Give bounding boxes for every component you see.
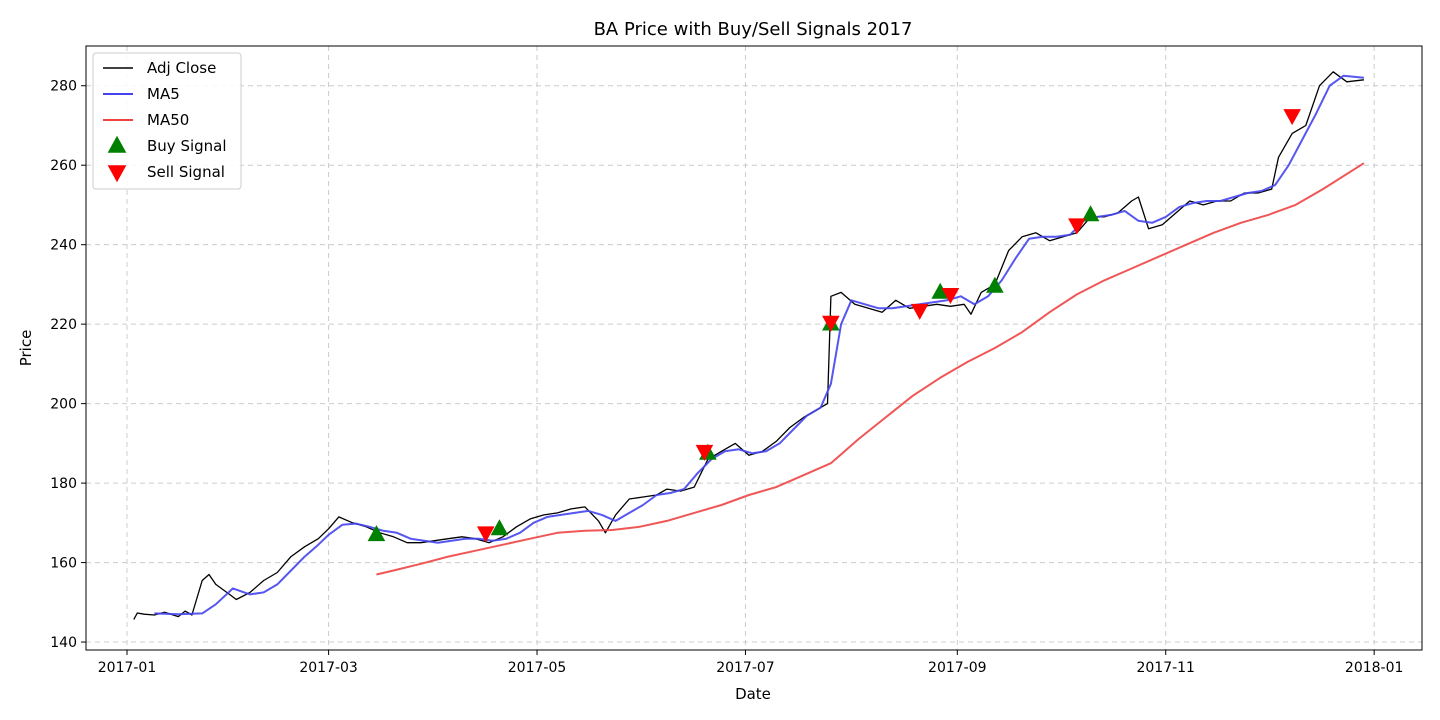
buy-signal-marker [1081,205,1100,222]
sell-signal-marker [910,303,929,320]
marker-layer [367,109,1301,543]
sell-signal-marker [695,444,714,461]
legend-swatch-sell [107,165,127,183]
legend-label: Sell Signal [147,163,225,181]
x-tick-label: 2017-05 [508,660,567,676]
y-tick-label: 200 [50,397,77,413]
buy-signal-marker [931,282,950,299]
plot-frame [85,45,1423,651]
y-tick-label: 280 [50,79,77,95]
sell-signal-marker [941,287,960,304]
buy-signal-marker [490,519,509,536]
sell-signal-marker [1068,218,1086,235]
x-axis-label: Date [735,685,771,703]
legend-box [92,52,242,190]
sell-signal-marker [822,315,840,332]
x-tick-label: 2017-07 [716,660,775,676]
y-tick-label: 220 [50,317,77,333]
y-tick-label: 240 [50,238,77,254]
x-tick-label: 2018-01 [1345,660,1404,676]
x-tick-label: 2017-01 [98,660,157,676]
y-axis-label: Price [17,330,35,367]
series-line-ma50 [376,162,1365,576]
x-tick-label: 2017-03 [299,660,358,676]
legend-label: MA5 [147,85,180,103]
y-tick-label: 180 [50,476,77,492]
buy-signal-marker [367,525,386,542]
legend-swatch-buy [107,135,127,153]
chart-title: BA Price with Buy/Sell Signals 2017 [594,19,913,40]
y-axis: 140 160 180 200 220 240 260 280 [50,79,86,651]
y-tick-label: 260 [50,158,77,174]
x-axis: 2017-01 2017-03 2017-05 2017-07 2017-09 2017-… [98,650,1404,676]
sell-signal-marker [476,526,495,543]
y-tick-label: 140 [50,635,77,651]
series-line-adj-close [133,71,1364,620]
x-tick-label: 2017-09 [928,660,987,676]
sell-signal-marker [1283,109,1301,126]
legend-label: MA50 [147,111,189,129]
y-tick-label: 160 [50,556,77,572]
grid [86,46,1422,650]
legend: Adj Close MA5 MA50 Buy Signal Sell Signal [92,52,242,190]
legend-label: Adj Close [147,59,216,77]
legend-label: Buy Signal [147,137,227,155]
x-tick-label: 2017-11 [1136,660,1195,676]
buy-signal-marker [986,276,1004,293]
